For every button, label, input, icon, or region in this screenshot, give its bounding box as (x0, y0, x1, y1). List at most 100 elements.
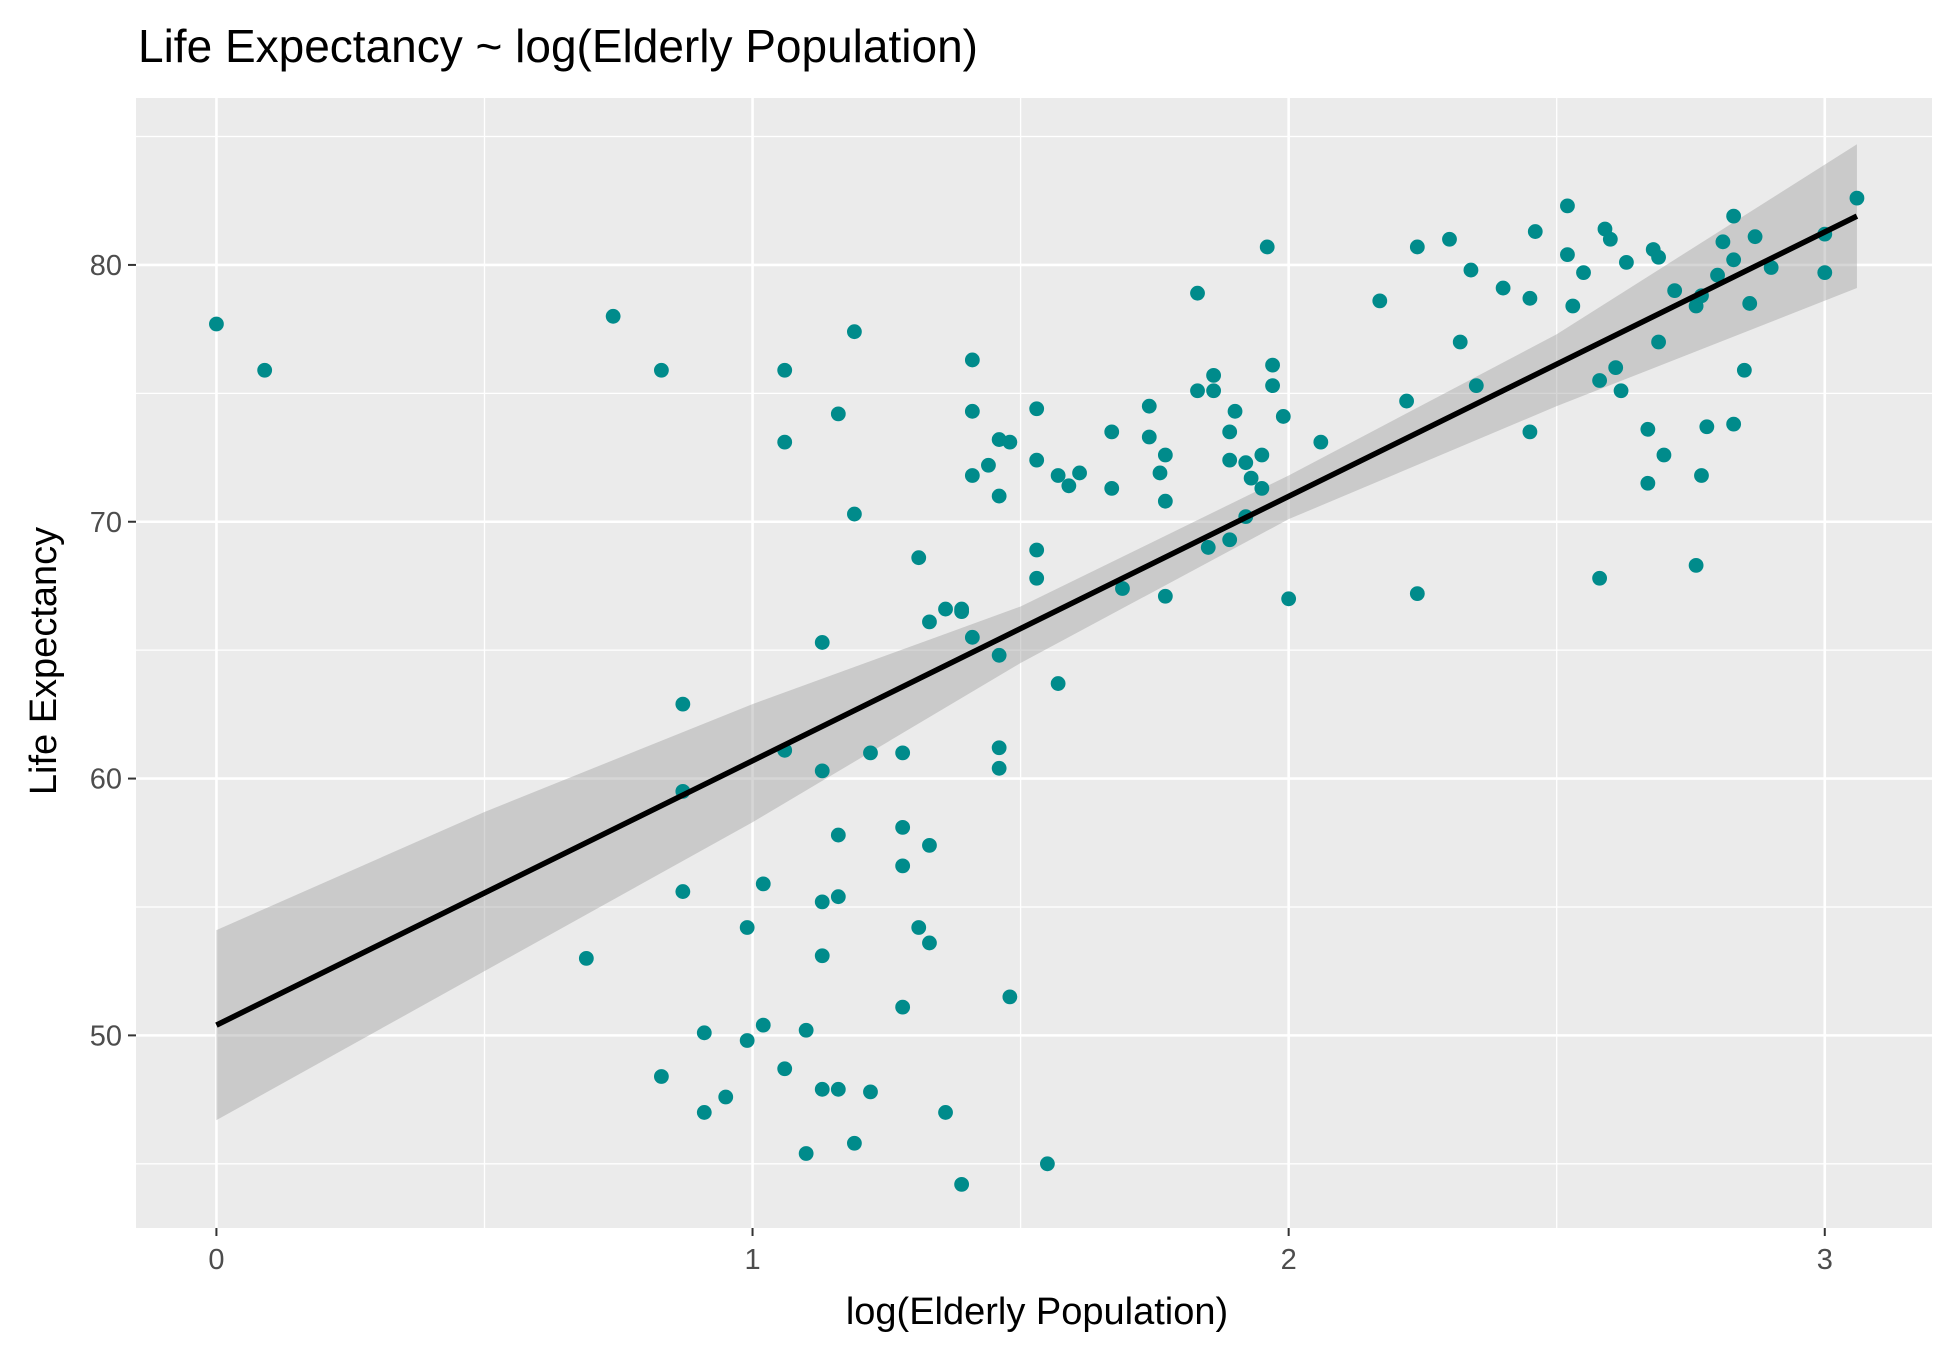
data-point (1565, 298, 1581, 314)
data-point (1141, 429, 1157, 445)
data-point (911, 920, 927, 935)
data-point (1694, 468, 1709, 483)
data-point (1576, 265, 1591, 281)
data-point (605, 308, 621, 324)
y-axis-title: Life Expectancy (23, 527, 65, 795)
regression-line (215, 213, 1859, 1028)
y-tick-label: 80 (90, 250, 122, 282)
data-point (1608, 360, 1624, 376)
data-point (1002, 989, 1018, 1005)
data-point (1157, 588, 1173, 604)
data-point (991, 760, 1007, 776)
data-point (954, 604, 970, 620)
data-point (798, 1022, 814, 1038)
data-point (1763, 260, 1779, 275)
data-point (1560, 198, 1575, 214)
x-tick-label: 0 (208, 1244, 224, 1276)
data-point (1710, 267, 1725, 283)
data-point (1281, 591, 1297, 607)
data-point (1238, 455, 1254, 471)
x-axis-ticks: 0 1 2 3 (208, 1228, 1833, 1276)
data-point (1640, 421, 1656, 437)
data-point (209, 316, 224, 332)
data-point (1222, 424, 1238, 440)
data-point (1152, 465, 1168, 481)
data-point (1029, 401, 1045, 417)
data-point (696, 1105, 712, 1120)
data-point (1104, 480, 1120, 496)
x-tick-label: 1 (744, 1244, 760, 1276)
data-point (1259, 239, 1275, 255)
data-point (578, 950, 594, 966)
data-point (1029, 452, 1045, 468)
data-point (1372, 293, 1388, 309)
data-point (863, 745, 878, 761)
data-point (1715, 234, 1731, 250)
data-point (1409, 239, 1425, 255)
data-point (1157, 493, 1173, 509)
data-point (964, 403, 980, 419)
data-point (1726, 252, 1742, 268)
data-point (1667, 283, 1683, 299)
data-point (991, 647, 1007, 663)
data-point (1742, 296, 1758, 311)
data-point (911, 550, 927, 566)
data-point (1254, 447, 1270, 463)
data-point (1227, 403, 1243, 419)
x-tick-label: 3 (1817, 1244, 1833, 1276)
data-point (1656, 447, 1672, 463)
data-point (675, 696, 691, 712)
x-tick-label: 2 (1281, 1244, 1297, 1276)
data-point (847, 324, 862, 340)
data-point (1115, 581, 1130, 596)
data-point (1104, 424, 1120, 440)
data-point (777, 434, 793, 450)
data-point (1061, 478, 1077, 494)
data-point (718, 1089, 734, 1105)
data-point (1747, 229, 1763, 245)
data-point (1072, 465, 1087, 481)
data-point (1002, 434, 1018, 450)
y-tick-label: 50 (90, 1020, 122, 1052)
data-point (964, 468, 980, 483)
data-point (1265, 357, 1280, 373)
data-point (739, 920, 755, 935)
data-point (1560, 247, 1575, 263)
data-point (922, 614, 937, 630)
data-point (777, 1061, 793, 1077)
data-point (1029, 542, 1045, 558)
data-point (1409, 586, 1425, 602)
regression-line-layer (215, 213, 1859, 1028)
data-point (1050, 468, 1066, 483)
data-point (1190, 285, 1205, 301)
data-point (1157, 447, 1173, 463)
y-tick-label: 70 (90, 507, 122, 539)
data-point (1640, 475, 1656, 491)
chart-title: Life Expectancy ~ log(Elderly Population… (138, 20, 978, 72)
data-point (1200, 540, 1216, 555)
data-point (798, 1146, 814, 1161)
data-point (1849, 190, 1865, 206)
data-point (1050, 676, 1066, 691)
data-point (814, 763, 830, 779)
data-point (1592, 570, 1608, 586)
data-point (830, 889, 846, 905)
data-point (1817, 265, 1833, 281)
data-point (1222, 452, 1238, 468)
data-point (938, 601, 953, 617)
confidence-band-layer (216, 144, 1857, 1121)
y-tick-label: 60 (90, 764, 122, 796)
data-point (653, 362, 669, 378)
data-point (847, 1135, 862, 1151)
data-point (830, 406, 846, 422)
data-point (814, 948, 830, 964)
y-axis-ticks: 50 60 70 80 (90, 250, 136, 1052)
data-point (1527, 224, 1543, 239)
data-point (895, 858, 911, 874)
data-point (1726, 416, 1742, 432)
data-point (755, 1017, 771, 1033)
data-point (814, 635, 830, 650)
data-point (1495, 280, 1511, 296)
data-point (964, 352, 980, 368)
data-point (814, 894, 830, 910)
